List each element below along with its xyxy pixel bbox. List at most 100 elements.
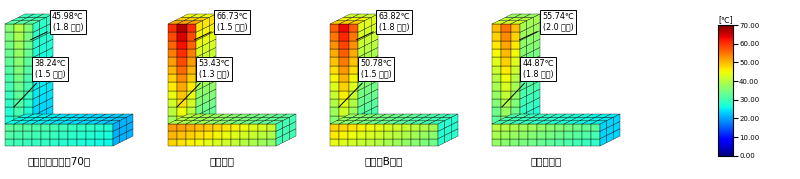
Polygon shape [82,114,97,117]
Polygon shape [420,131,429,139]
Polygon shape [365,67,371,79]
Polygon shape [24,57,33,66]
Polygon shape [526,34,534,46]
Polygon shape [46,31,53,42]
Polygon shape [406,114,422,117]
Polygon shape [451,121,458,132]
Polygon shape [231,124,240,131]
Polygon shape [168,82,178,91]
Polygon shape [24,107,33,116]
Polygon shape [510,57,520,66]
Polygon shape [346,17,362,21]
Polygon shape [177,139,186,146]
Polygon shape [5,32,14,41]
Polygon shape [492,121,508,124]
Polygon shape [249,121,265,124]
Polygon shape [339,107,349,116]
Polygon shape [398,114,413,117]
Polygon shape [40,101,46,112]
Polygon shape [86,124,95,131]
Polygon shape [375,121,390,124]
Polygon shape [40,84,46,96]
Polygon shape [502,91,510,99]
Polygon shape [14,41,24,49]
Polygon shape [542,114,557,117]
Polygon shape [510,116,520,124]
Polygon shape [445,117,451,128]
Polygon shape [126,121,133,132]
Polygon shape [591,139,600,146]
Polygon shape [202,109,210,121]
Polygon shape [202,101,210,112]
Polygon shape [330,124,339,131]
Polygon shape [240,131,249,139]
Polygon shape [564,139,573,146]
Polygon shape [104,131,113,139]
Polygon shape [200,14,216,17]
Polygon shape [210,39,216,51]
Polygon shape [330,49,339,57]
Polygon shape [104,121,120,124]
Polygon shape [195,131,204,139]
Polygon shape [508,17,524,21]
Polygon shape [195,139,204,146]
Polygon shape [501,131,510,139]
Polygon shape [168,24,178,32]
Polygon shape [120,132,126,143]
Polygon shape [514,14,530,17]
Polygon shape [330,116,339,124]
Polygon shape [24,21,40,24]
Polygon shape [517,117,532,121]
Polygon shape [5,49,14,57]
Polygon shape [510,124,519,131]
Polygon shape [210,56,216,67]
Polygon shape [14,99,24,107]
Polygon shape [518,17,534,21]
Polygon shape [339,21,355,24]
Polygon shape [349,57,358,66]
Polygon shape [371,106,378,117]
Polygon shape [524,14,540,17]
Polygon shape [555,124,564,131]
Polygon shape [526,101,534,112]
Polygon shape [168,74,178,82]
Polygon shape [32,124,41,131]
Polygon shape [5,116,14,124]
Polygon shape [614,114,620,125]
Polygon shape [108,114,124,117]
Polygon shape [528,124,537,131]
Polygon shape [578,114,593,117]
Polygon shape [429,121,445,124]
Polygon shape [534,31,540,42]
Polygon shape [510,99,520,107]
Polygon shape [186,41,196,49]
Polygon shape [502,49,510,57]
Polygon shape [186,21,202,24]
Polygon shape [519,139,528,146]
Polygon shape [77,139,86,146]
Polygon shape [358,54,365,66]
Polygon shape [104,124,113,131]
Polygon shape [46,89,53,101]
Polygon shape [339,74,349,82]
Polygon shape [526,59,534,71]
Polygon shape [23,124,32,131]
Polygon shape [502,82,510,91]
Polygon shape [366,131,375,139]
Polygon shape [498,117,514,121]
Polygon shape [371,14,378,26]
Polygon shape [570,117,586,121]
Polygon shape [210,117,226,121]
Polygon shape [244,114,260,117]
Polygon shape [229,117,244,121]
Polygon shape [526,51,534,62]
Title: [℃]: [℃] [718,15,733,24]
Polygon shape [208,114,224,117]
Polygon shape [182,14,198,17]
Polygon shape [526,109,534,121]
Polygon shape [354,117,370,121]
Polygon shape [113,135,120,146]
Polygon shape [14,124,23,131]
Polygon shape [349,82,358,91]
Polygon shape [86,139,95,146]
